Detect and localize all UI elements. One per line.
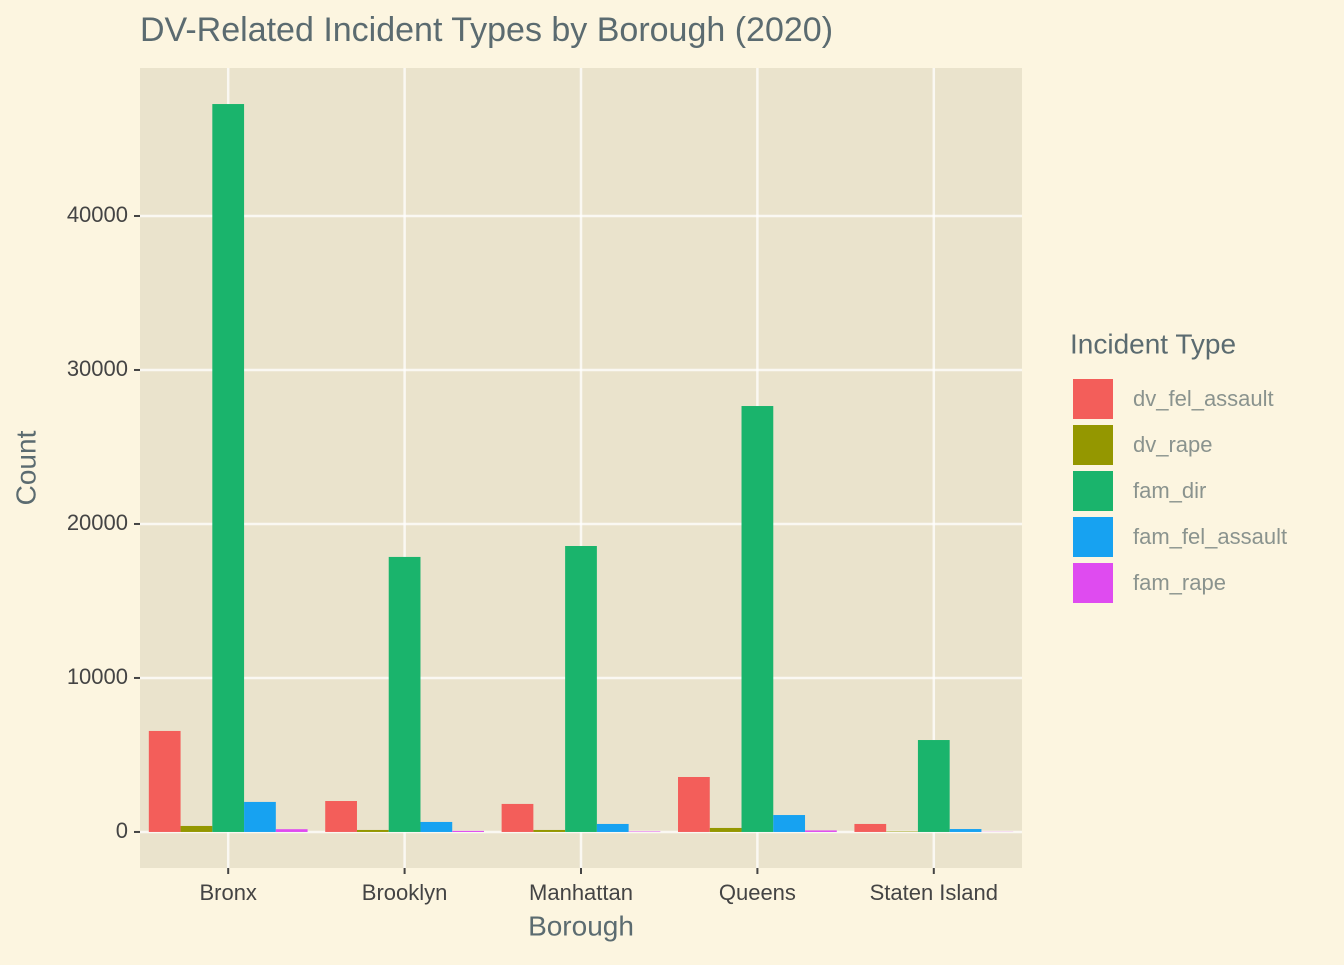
bar xyxy=(149,731,181,832)
legend-key xyxy=(1072,562,1114,604)
bar xyxy=(420,822,452,832)
y-tick-label: 30000 xyxy=(67,356,128,381)
legend-key xyxy=(1072,378,1114,420)
bar xyxy=(502,804,534,832)
bar xyxy=(950,829,982,832)
legend-label: fam_dir xyxy=(1133,478,1206,503)
bar xyxy=(773,815,805,832)
bar xyxy=(212,104,244,832)
legend-key xyxy=(1072,424,1114,466)
bar xyxy=(244,802,276,832)
x-tick-label: Brooklyn xyxy=(362,880,448,905)
x-tick-label: Bronx xyxy=(199,880,256,905)
x-axis-label: Borough xyxy=(528,910,634,941)
legend-label: fam_fel_assault xyxy=(1133,524,1287,549)
bar xyxy=(854,824,886,832)
legend-key xyxy=(1072,516,1114,558)
legend-label: dv_fel_assault xyxy=(1133,386,1274,411)
y-tick-label: 20000 xyxy=(67,510,128,535)
x-tick-label: Manhattan xyxy=(529,880,633,905)
y-tick-label: 10000 xyxy=(67,664,128,689)
bar xyxy=(276,829,308,832)
bar xyxy=(389,557,421,832)
y-tick-label: 40000 xyxy=(67,202,128,227)
y-tick-label: 0 xyxy=(116,818,128,843)
bar xyxy=(357,830,389,832)
bar xyxy=(533,830,565,832)
legend-key xyxy=(1072,470,1114,512)
bar xyxy=(678,777,710,832)
bar xyxy=(597,824,629,832)
bar xyxy=(710,828,742,832)
bar xyxy=(452,831,484,832)
y-axis-label: Count xyxy=(10,430,41,505)
legend-title: Incident Type xyxy=(1070,328,1236,359)
bar xyxy=(742,406,774,832)
chart-title: DV-Related Incident Types by Borough (20… xyxy=(140,11,833,49)
bar xyxy=(805,830,837,832)
x-tick-label: Queens xyxy=(719,880,796,905)
legend-label: dv_rape xyxy=(1133,432,1213,457)
bar xyxy=(565,546,597,832)
bar xyxy=(325,801,357,832)
bar xyxy=(181,826,213,832)
legend-label: fam_rape xyxy=(1133,570,1226,595)
x-tick-label: Staten Island xyxy=(870,880,998,905)
bar xyxy=(918,740,950,832)
